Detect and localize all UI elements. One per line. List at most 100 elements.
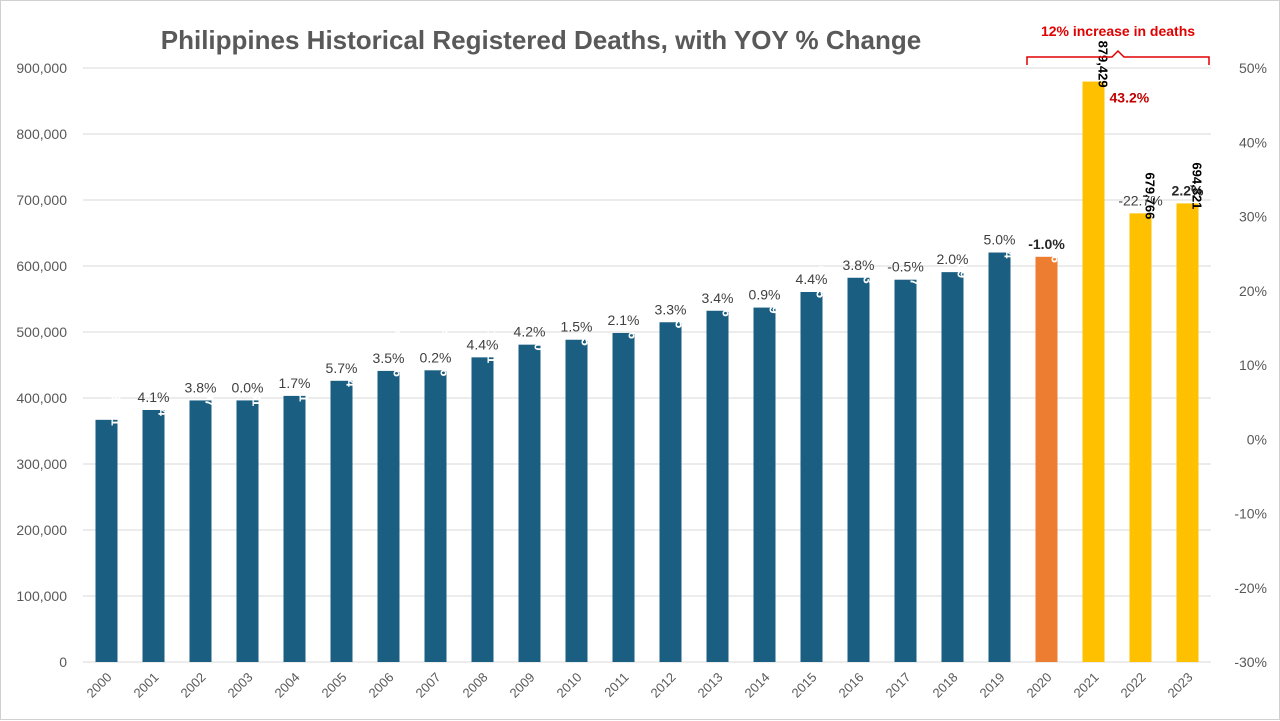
- y-tick-label: 700,000: [16, 192, 67, 208]
- value-label: 590,709: [955, 231, 970, 278]
- annotation-bracket: [1026, 49, 1210, 65]
- y-tick-label: 300,000: [16, 456, 67, 472]
- bar-2003: [236, 400, 259, 662]
- yoy-label: 2.1%: [608, 312, 640, 328]
- yoy-label: 3.5%: [373, 350, 405, 366]
- bar-2017: [894, 279, 917, 662]
- value-label: 620,414: [1002, 212, 1017, 260]
- bar-2006: [377, 370, 400, 662]
- value-label: 396,331: [250, 359, 265, 406]
- yoy-label: 1.7%: [279, 375, 311, 391]
- bars: [95, 81, 1199, 663]
- y-tick-label: 600,000: [16, 258, 67, 274]
- value-label: 441,036: [391, 330, 406, 377]
- y-tick-label: 900,000: [16, 60, 67, 76]
- yoy-label: 0.2%: [420, 349, 452, 365]
- yoy-label: 3.3%: [655, 301, 687, 317]
- value-label: 441,956: [438, 329, 453, 376]
- bar-2002: [189, 400, 212, 662]
- yoy-label: 1.5%: [561, 319, 593, 335]
- value-label: 381,834: [156, 369, 171, 417]
- value-label: 366,931: [109, 379, 124, 426]
- bar-2000: [95, 419, 118, 662]
- x-tick-label: 2014: [742, 670, 773, 701]
- y2-tick-label: 40%: [1239, 134, 1267, 150]
- yoy-label: 2.2%: [1172, 182, 1204, 198]
- value-label: 461,581: [485, 316, 500, 363]
- chart-title: Philippines Historical Registered Deaths…: [161, 25, 921, 55]
- bar-2016: [847, 277, 870, 662]
- x-tick-label: 2003: [225, 670, 256, 701]
- x-tick-label: 2009: [507, 670, 538, 701]
- value-label: 536,999: [767, 267, 782, 314]
- x-tick-label: 2008: [460, 670, 491, 701]
- y2-tick-label: 10%: [1239, 357, 1267, 373]
- bar-2022: [1129, 213, 1152, 663]
- bar-2020: [1035, 256, 1058, 662]
- value-label: 560,605: [814, 251, 829, 298]
- x-tick-label: 2023: [1165, 670, 1196, 701]
- yoy-label: 4.1%: [138, 389, 170, 405]
- x-tick-label: 2018: [930, 670, 961, 701]
- x-tick-label: 2006: [366, 670, 397, 701]
- yoy-label: 0.9%: [749, 287, 781, 303]
- bar-2012: [659, 322, 682, 662]
- yoy-label: 0.0%: [232, 379, 264, 395]
- value-label: 396,297: [203, 359, 218, 406]
- bar-2008: [471, 357, 494, 662]
- value-label: 488,265: [579, 299, 594, 346]
- value-label: 694,821: [1190, 162, 1205, 209]
- gridlines: [83, 67, 1211, 663]
- x-tick-label: 2005: [319, 670, 350, 701]
- yoy-label: 3.8%: [185, 379, 217, 395]
- x-tick-label: 2000: [84, 670, 115, 701]
- value-label: 426,054: [344, 340, 359, 388]
- value-label: 480,820: [532, 304, 547, 351]
- x-tick-label: 2004: [272, 670, 303, 701]
- x-tick-label: 2015: [789, 670, 820, 701]
- x-tick-label: 2017: [883, 670, 914, 701]
- x-tick-label: 2022: [1118, 670, 1149, 701]
- bar-2015: [800, 292, 823, 662]
- annotation: 12% increase in deaths: [1026, 23, 1210, 65]
- x-tick-label: 2021: [1071, 670, 1102, 701]
- yoy-label: 5.0%: [984, 232, 1016, 248]
- bar-2001: [142, 409, 165, 662]
- yoy-label: -1.0%: [1028, 236, 1065, 252]
- value-label: 498,486: [626, 292, 641, 339]
- y2-tick-label: 30%: [1239, 209, 1267, 225]
- x-tick-label: 2002: [178, 670, 209, 701]
- bar-2004: [283, 395, 306, 662]
- bar-2007: [424, 370, 447, 662]
- bar-2009: [518, 344, 541, 662]
- y-tick-label: 800,000: [16, 126, 67, 142]
- value-label: 679,766: [1143, 172, 1158, 219]
- value-label: 582,183: [861, 237, 876, 284]
- bar-2014: [753, 307, 776, 662]
- y-tick-label: 0: [59, 654, 67, 670]
- bar-2010: [565, 339, 588, 662]
- x-tick-label: 2012: [648, 670, 679, 701]
- bar-2023: [1176, 203, 1199, 662]
- y2-tick-label: 20%: [1239, 283, 1267, 299]
- value-label: 514,745: [673, 281, 688, 328]
- x-tick-label: 2019: [977, 670, 1008, 701]
- y2-tick-label: 0%: [1247, 431, 1267, 447]
- yoy-label: 3.4%: [702, 290, 734, 306]
- yoy-label: 4.4%: [796, 271, 828, 287]
- bar-2011: [612, 332, 635, 662]
- yoy-label: 4.2%: [514, 324, 546, 340]
- x-tick-label: 2007: [413, 670, 444, 701]
- bar-2018: [941, 272, 964, 662]
- yoy-label: 43.2%: [1110, 90, 1150, 106]
- x-tick-label: 2013: [695, 670, 726, 701]
- annotation-text: 12% increase in deaths: [1041, 23, 1195, 39]
- y2-tick-label: 50%: [1239, 60, 1267, 76]
- bar-2005: [330, 380, 353, 662]
- y2-tick-label: -10%: [1234, 506, 1267, 522]
- value-label: 579,237: [908, 239, 923, 286]
- value-label: 403,191: [297, 355, 312, 402]
- x-tick-label: 2020: [1024, 670, 1055, 701]
